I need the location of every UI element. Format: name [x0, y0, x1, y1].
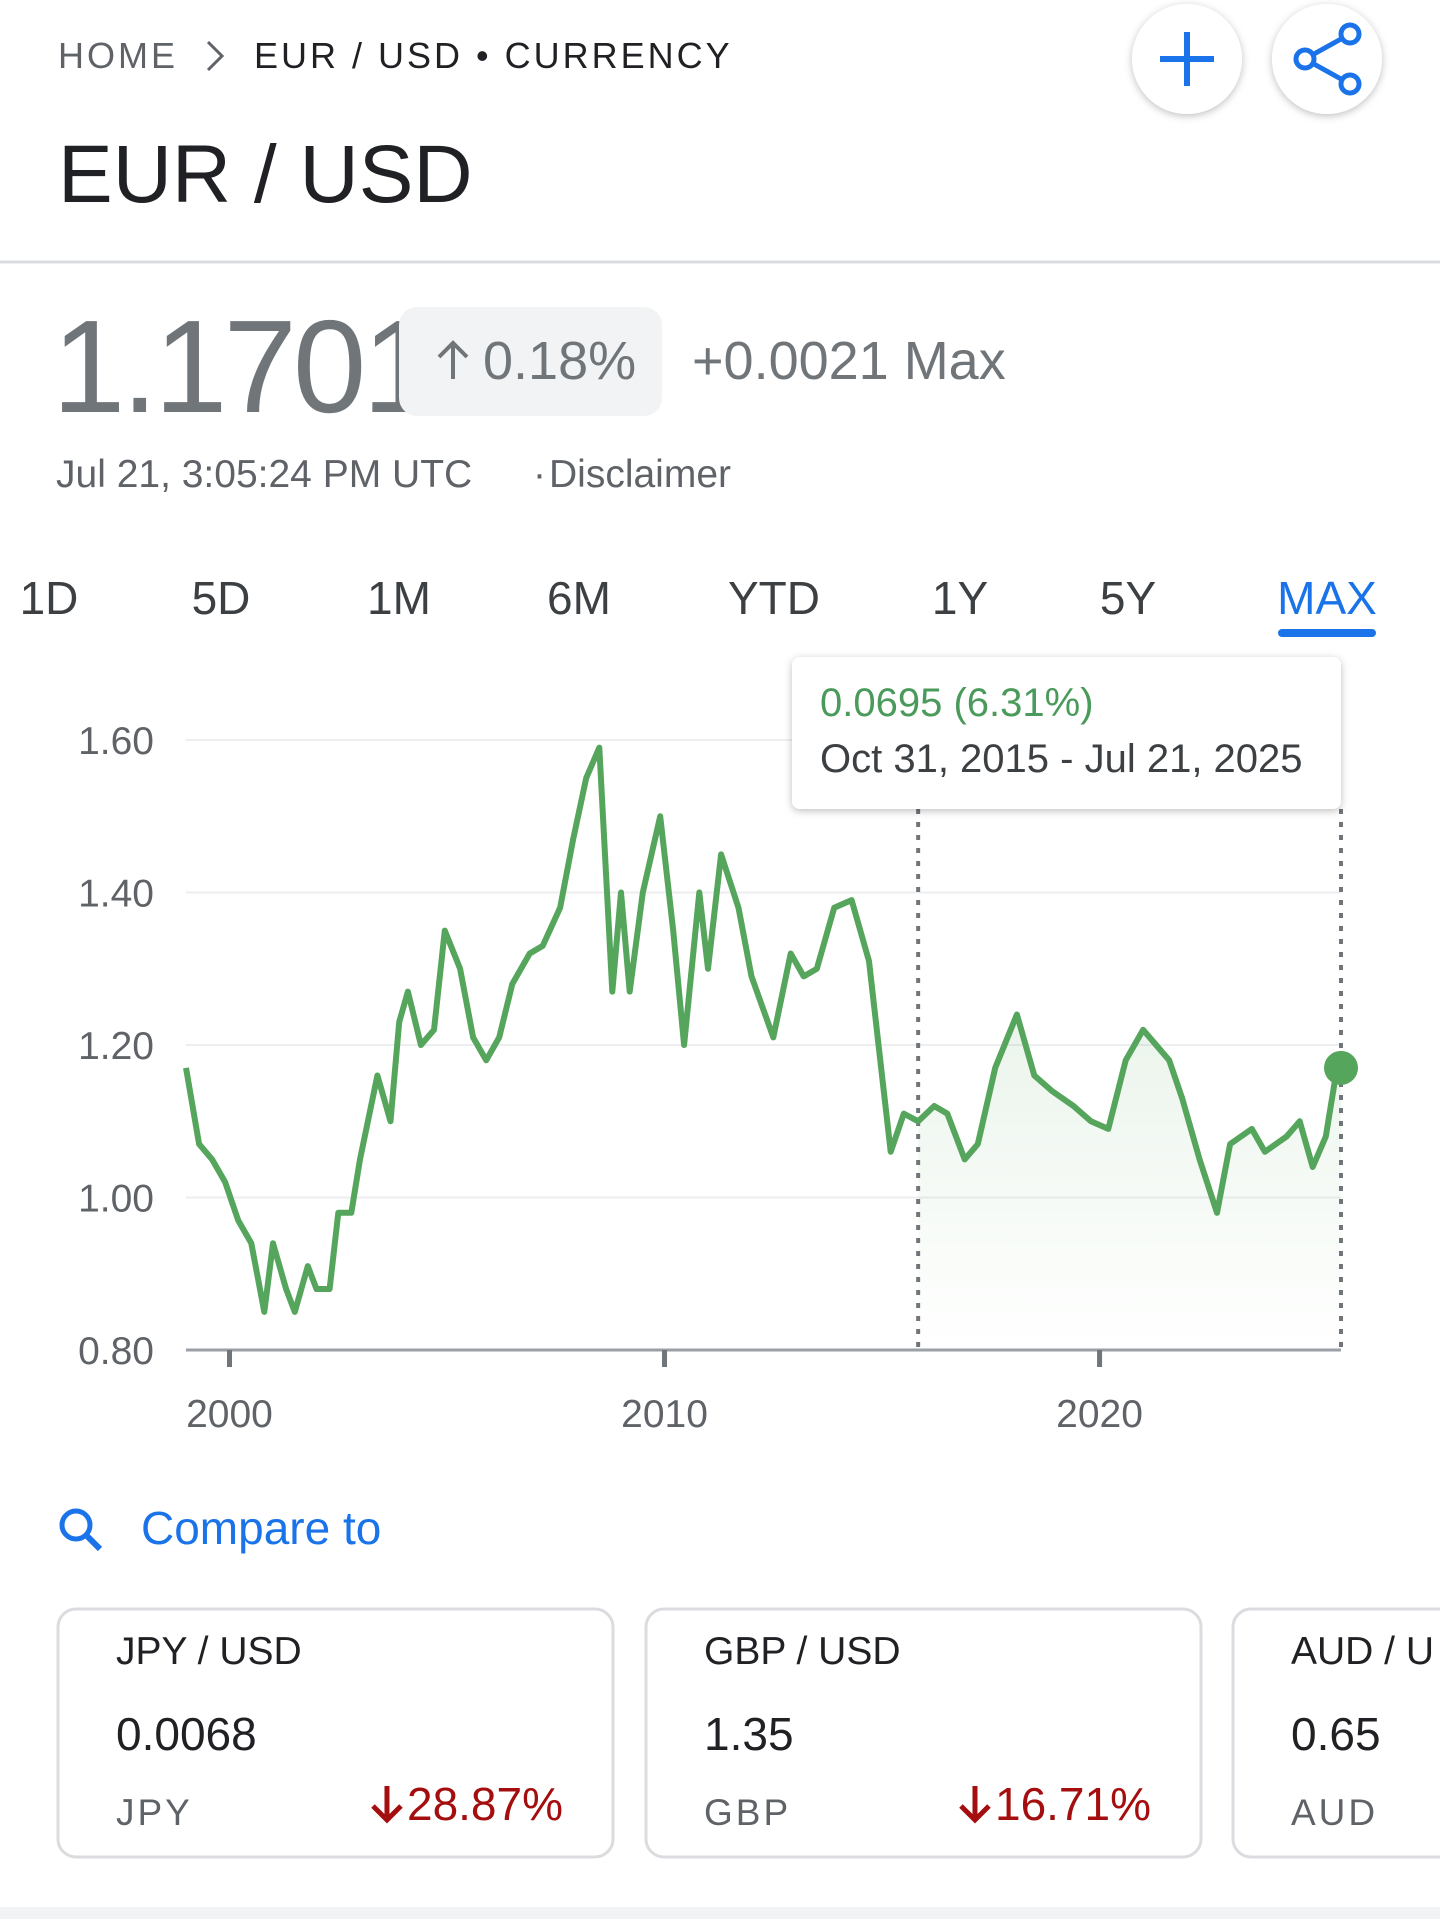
range-underline — [1278, 629, 1376, 637]
tooltip-range: Oct 31, 2015 - Jul 21, 2025 — [820, 737, 1303, 781]
compare-card[interactable] — [644, 1607, 1203, 1859]
price: 1.1701 — [52, 293, 432, 440]
y-tick-label: 0.80 — [78, 1330, 154, 1373]
disclaimer-link[interactable]: Disclaimer — [549, 453, 731, 496]
y-tick-label: 1.00 — [78, 1178, 154, 1221]
down-arrow — [371, 1786, 403, 1824]
breadcrumb-chevron — [206, 40, 225, 72]
range-tabs: 1D 5D 1M 6M YTD 1Y 5Y MAX — [20, 572, 1377, 637]
card-value: 1.35 — [704, 1708, 794, 1760]
card-name: GBP / USD — [704, 1630, 901, 1673]
card-change: 28.87% — [407, 1778, 563, 1830]
range-tab[interactable]: YTD — [728, 572, 820, 624]
breadcrumb-home[interactable]: HOME — [58, 35, 178, 76]
x-tick-label: 2010 — [621, 1393, 708, 1436]
price-line — [183, 744, 1344, 1315]
share-button[interactable] — [1272, 4, 1382, 114]
card-code: GBP — [704, 1792, 791, 1833]
selection-area — [918, 1014, 1341, 1350]
card-name: JPY / USD — [116, 1630, 302, 1673]
range-tab[interactable]: 6M — [547, 572, 611, 624]
down-arrow — [959, 1786, 991, 1824]
card-value: 0.0068 — [116, 1708, 257, 1760]
card-code: JPY — [116, 1792, 193, 1833]
card-code: AUD — [1291, 1792, 1378, 1833]
change-chip — [399, 307, 662, 416]
up-arrow — [437, 340, 469, 379]
end-dot — [1324, 1050, 1358, 1085]
tooltip-change: 0.0695 (6.31%) — [820, 681, 1094, 725]
card-value: 0.65 — [1291, 1708, 1381, 1760]
x-tick-label: 2000 — [186, 1393, 273, 1436]
change-percent: 0.18% — [483, 331, 636, 391]
y-tick-label: 1.60 — [78, 720, 154, 763]
page-title: EUR / USD — [58, 129, 473, 220]
card-name: AUD / U — [1291, 1630, 1434, 1673]
x-tick-label: 2020 — [1056, 1393, 1143, 1436]
range-tab[interactable]: 5Y — [1100, 572, 1156, 624]
chart: 0.80 1.00 1.20 1.40 1.60 2000 2010 2020 — [78, 720, 1358, 1436]
compare-cards: JPY / USD 0.0068 JPY 28.87% GBP / USD 1.35 GBP… — [56, 1607, 1440, 1859]
change-absolute: +0.0021 Max — [692, 331, 1006, 391]
compare-label[interactable]: Compare to — [141, 1502, 381, 1554]
add-button[interactable] — [1132, 4, 1242, 114]
timestamp: Jul 21, 3:05:24 PM UTC — [56, 453, 472, 496]
range-tab[interactable]: 1M — [367, 572, 431, 624]
bottom-strip — [0, 1907, 1440, 1919]
compare-card[interactable] — [56, 1607, 615, 1859]
tooltip: 0.0695 (6.31%) Oct 31, 2015 - Jul 21, 20… — [792, 657, 1341, 809]
y-tick-label: 1.40 — [78, 873, 154, 916]
y-tick-label: 1.20 — [78, 1025, 154, 1068]
separator: · — [533, 453, 546, 496]
range-tab[interactable]: 5D — [192, 572, 251, 624]
compare-link[interactable]: Compare to — [59, 1502, 381, 1554]
range-tab[interactable]: 1D — [20, 572, 79, 624]
compare-card[interactable] — [1231, 1607, 1440, 1859]
breadcrumb-current: EUR / USD • CURRENCY — [254, 35, 733, 76]
range-tab[interactable]: MAX — [1277, 572, 1377, 624]
range-tab[interactable]: 1Y — [932, 572, 988, 624]
card-change: 16.71% — [995, 1778, 1151, 1830]
